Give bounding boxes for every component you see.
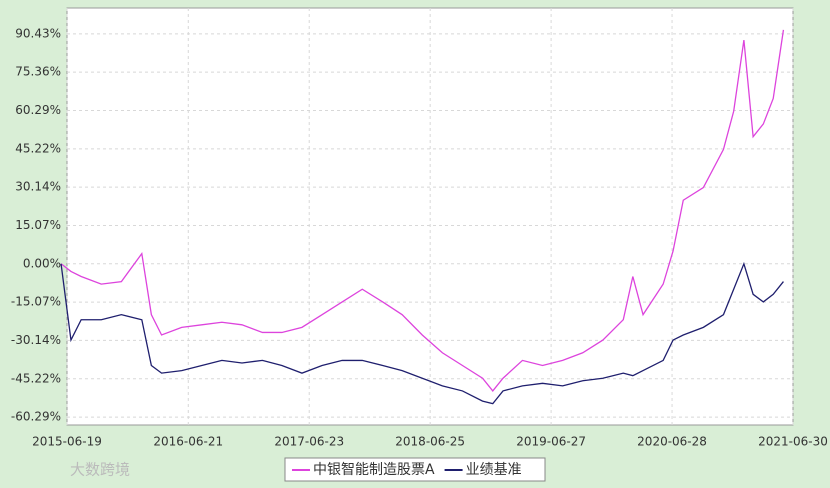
x-tick-label: 2021-06-30 — [758, 435, 828, 449]
watermark: 大数跨境 — [70, 461, 130, 479]
y-tick-label: 75.36% — [15, 65, 61, 79]
x-tick-label: 2019-06-27 — [516, 435, 586, 449]
y-tick-label: -15.07% — [11, 295, 61, 309]
x-tick-label: 2018-06-25 — [395, 435, 465, 449]
y-tick-label: 0.00% — [23, 256, 61, 270]
x-tick-label: 2016-06-21 — [153, 435, 223, 449]
y-tick-label: 15.07% — [15, 218, 61, 232]
series-line — [60, 261, 784, 405]
plot-area — [66, 7, 794, 426]
y-tick-label: 60.29% — [15, 103, 61, 117]
y-tick-label: 30.14% — [15, 180, 61, 194]
x-tick-label: 2017-06-23 — [274, 435, 344, 449]
y-tick-label: 45.22% — [15, 141, 61, 155]
y-tick-label: -30.14% — [11, 333, 61, 347]
y-tick-label: 90.43% — [15, 26, 61, 40]
series-line — [60, 29, 785, 392]
x-tick-label: 2015-06-19 — [32, 435, 102, 449]
y-tick-label: -60.29% — [11, 410, 61, 424]
x-tick-label: 2020-06-28 — [637, 435, 707, 449]
legend-label: 中银智能制造股票A — [313, 462, 435, 478]
y-tick-label: -45.22% — [11, 371, 61, 385]
legend-box — [284, 457, 546, 482]
legend-label: 业绩基准 — [466, 461, 522, 478]
